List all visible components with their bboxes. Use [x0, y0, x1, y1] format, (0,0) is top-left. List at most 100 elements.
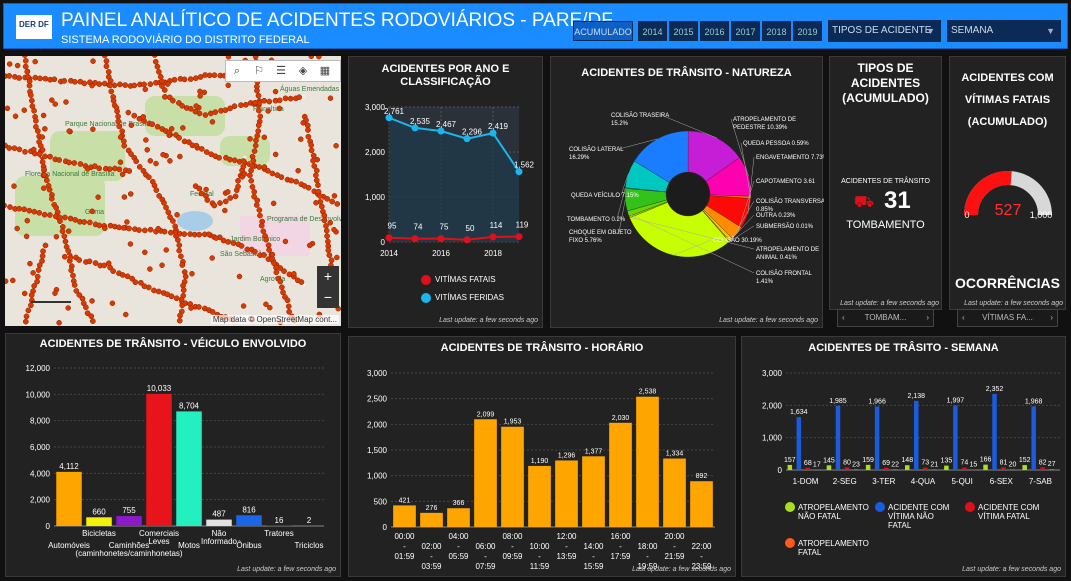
data-point	[437, 127, 445, 135]
data-point	[411, 235, 419, 243]
year-button-2019[interactable]: 2019	[793, 21, 822, 41]
data-label: 69	[882, 460, 890, 467]
year-button-2018[interactable]: 2018	[762, 21, 791, 41]
basemap-icon[interactable]: ▦	[319, 65, 331, 77]
y-tick-label: 3,000	[367, 369, 388, 378]
accident-marker	[313, 200, 319, 206]
accident-marker	[211, 202, 218, 209]
year-button-acumulado[interactable]: ACUMULADO	[573, 21, 633, 41]
year-button-2016[interactable]: 2016	[700, 21, 729, 41]
accident-marker	[112, 165, 118, 172]
accident-marker	[67, 254, 74, 261]
chevron-left-icon[interactable]: ‹	[962, 313, 965, 322]
bookmark-icon[interactable]: ⚐	[254, 65, 264, 77]
accident-marker	[51, 76, 58, 83]
accident-marker	[40, 248, 46, 255]
accident-marker	[197, 88, 203, 95]
accident-marker	[28, 292, 35, 298]
slice-label: COLISÃO LATERAL	[569, 146, 624, 153]
accident-marker	[261, 252, 267, 258]
x-tick-label: -	[430, 552, 433, 561]
accident-marker	[73, 288, 80, 294]
data-point	[411, 124, 419, 132]
year-button-2014[interactable]: 2014	[638, 21, 667, 41]
leader-line	[673, 239, 712, 256]
y-tick-label: 3,000	[762, 369, 783, 378]
accident-marker	[14, 62, 21, 69]
accident-marker	[167, 158, 173, 164]
accident-marker	[329, 198, 336, 205]
list-icon[interactable]: ☰	[276, 65, 286, 77]
accident-marker	[106, 166, 113, 172]
search-icon[interactable]: ⌕	[233, 65, 241, 77]
semana-select[interactable]: SEMANA ▼	[947, 20, 1061, 42]
panel-fatais: ACIDENTES COM VÍTIMAS FATAIS (ACUMULADO) 5…	[949, 56, 1066, 310]
data-label: 892	[696, 473, 708, 480]
accident-marker	[86, 258, 93, 265]
accident-marker	[25, 307, 32, 314]
accident-marker	[313, 167, 320, 174]
zoom-in-button[interactable]: +	[323, 268, 333, 284]
legend-feridas[interactable]: VITÍMAS FERIDAS	[421, 293, 504, 303]
tipo-acidente-select[interactable]: TIPOS DE ACIDENTE ▼	[828, 20, 941, 42]
chevron-right-icon[interactable]: ›	[1050, 313, 1053, 322]
accident-marker	[236, 273, 243, 280]
accident-marker	[71, 160, 78, 166]
accident-marker	[41, 166, 47, 173]
accident-marker	[179, 262, 186, 268]
accident-marker	[129, 275, 135, 282]
legend-label: FATAL	[798, 548, 822, 557]
chevron-right-icon[interactable]: ›	[926, 313, 929, 322]
zoom-out-button[interactable]: −	[323, 289, 333, 305]
accident-marker	[37, 75, 43, 82]
bar	[805, 467, 811, 470]
bar	[1001, 467, 1006, 470]
accident-marker	[42, 126, 48, 132]
x-tick-label: 16:00	[610, 532, 631, 541]
tipos-caption: ACIDENTES DE TRÂNSITO	[841, 178, 930, 185]
accident-marker	[66, 159, 72, 166]
accident-marker	[296, 94, 303, 101]
tipos-nav[interactable]: ‹ TOMBAM... ›	[837, 309, 934, 327]
map-scale-bar	[31, 301, 71, 303]
accident-marker	[225, 189, 231, 195]
accident-marker	[40, 185, 47, 191]
data-label: 421	[399, 497, 411, 504]
tipo-acidente-value: TIPOS DE ACIDENTE	[832, 25, 932, 36]
accident-marker	[16, 205, 23, 212]
accident-map[interactable]: Águas Emendadas Parque Nacional de Brasíl…	[5, 56, 341, 326]
bar	[905, 465, 910, 470]
fatais-nav[interactable]: ‹ VÍTIMAS FA... ›	[957, 309, 1058, 327]
accident-marker	[323, 227, 330, 234]
year-button-2015[interactable]: 2015	[669, 21, 698, 41]
accident-marker	[70, 272, 76, 279]
accident-marker	[132, 279, 139, 286]
x-tick-label: Informado	[201, 537, 238, 546]
map-canvas[interactable]: Águas Emendadas Parque Nacional de Brasíl…	[5, 56, 341, 326]
data-label: 157	[784, 457, 796, 464]
accident-marker	[196, 110, 203, 117]
bar	[86, 517, 112, 526]
bar	[983, 464, 988, 470]
year-button-2017[interactable]: 2017	[731, 21, 760, 41]
y-tick-label: 1,000	[365, 193, 386, 202]
legend-feridas-label: VITÍMAS FERIDAS	[435, 293, 504, 303]
layers-icon[interactable]: ◈	[298, 65, 308, 77]
panel-veiculo: ACIDENTES DE TRÂNSITO - VÉICULO ENVOLVID…	[5, 333, 341, 577]
accident-marker	[276, 97, 283, 104]
accident-marker	[101, 56, 108, 59]
panel-veiculo-title: ACIDENTES DE TRÂNSITO - VÉICULO ENVOLVID…	[39, 338, 307, 350]
accident-marker	[168, 126, 175, 132]
accident-marker	[117, 159, 124, 165]
y-tick-label: 2,000	[30, 496, 51, 505]
accident-marker	[147, 226, 154, 233]
accident-marker	[266, 98, 273, 105]
slice-label: 1.41%	[756, 279, 774, 285]
fatais-label: OCORRÊNCIAS	[954, 275, 1060, 291]
legend-swatch	[785, 538, 795, 548]
accident-marker	[176, 242, 183, 249]
map-label: Águas Emendadas	[280, 84, 340, 93]
chevron-left-icon[interactable]: ‹	[842, 313, 845, 322]
legend-fatais[interactable]: VITÍMAS FATAIS	[421, 275, 496, 285]
accident-marker	[22, 63, 29, 70]
